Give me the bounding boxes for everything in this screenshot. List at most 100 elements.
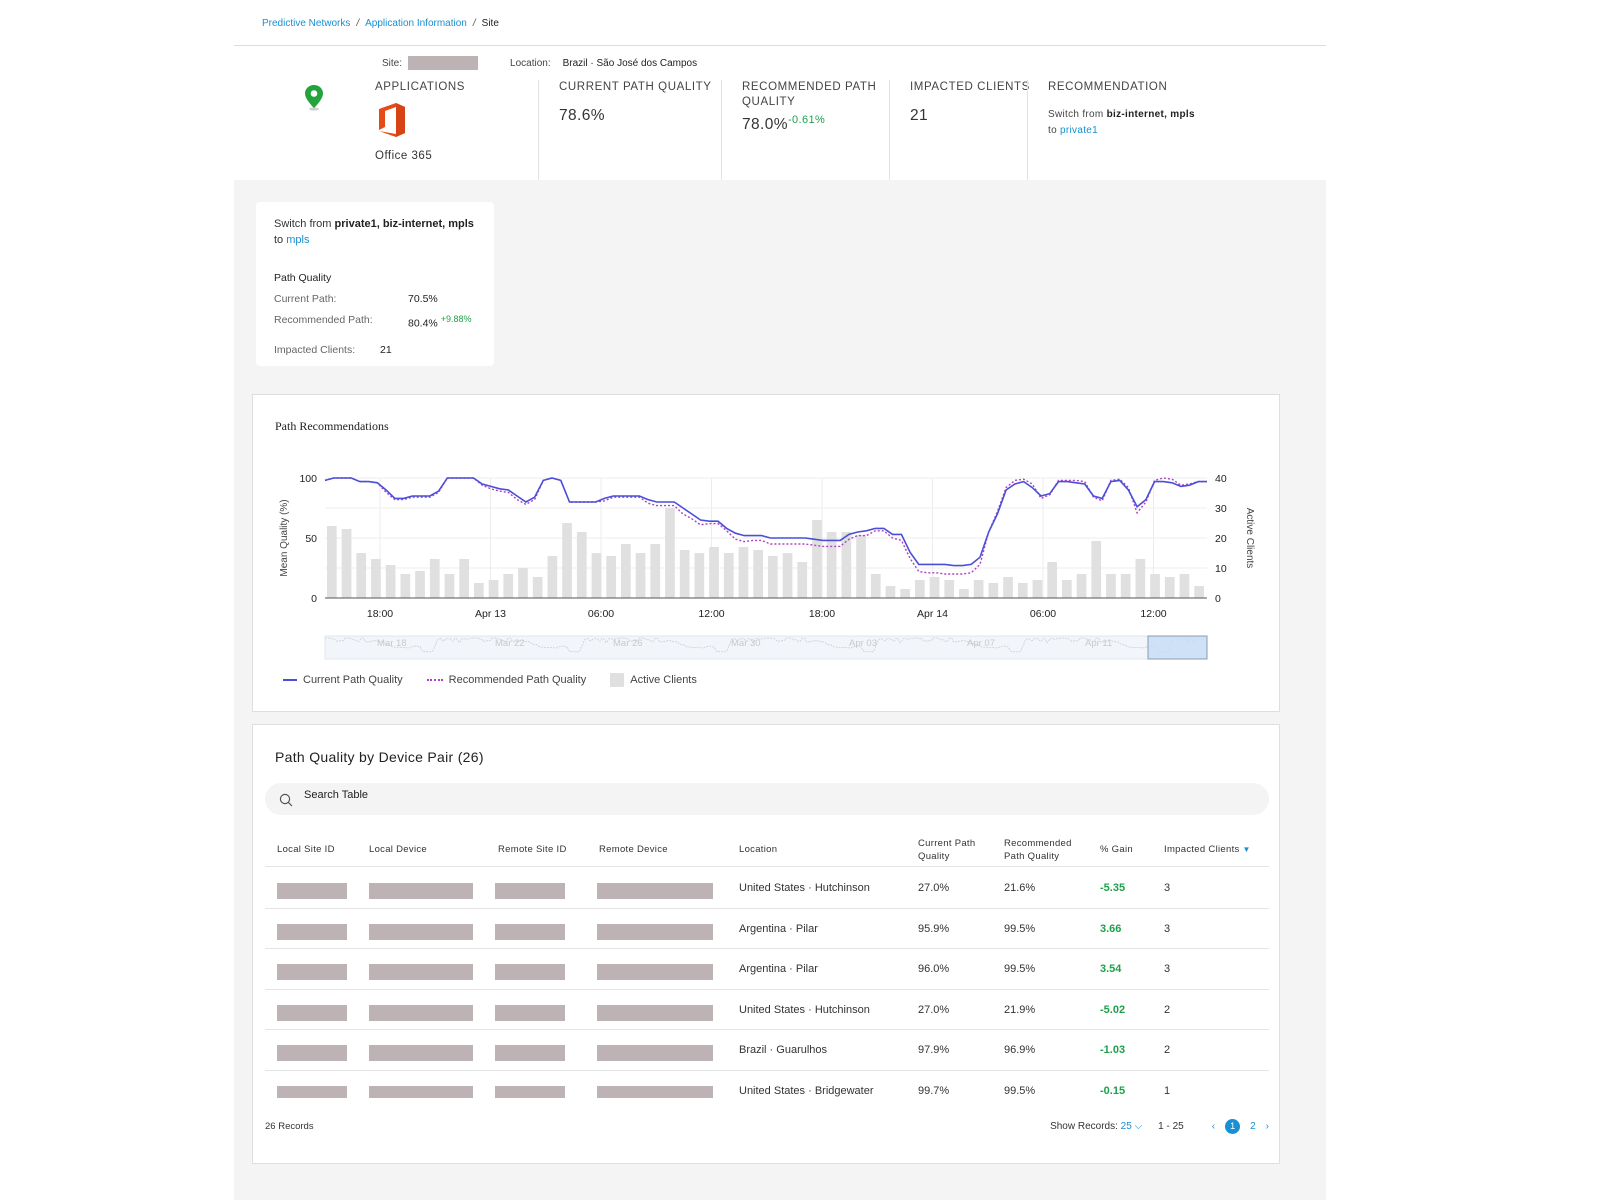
chevron-left-icon[interactable]: ‹: [1211, 1121, 1216, 1132]
active-clients-bar: [503, 574, 514, 598]
recommendation-to-link[interactable]: private1: [1060, 125, 1099, 136]
path-quality-table-panel: Path Quality by Device Pair (26) Search …: [252, 724, 1280, 1164]
table-row[interactable]: United States · Bridgewater 99.7% 99.5% -0.…: [265, 1071, 1269, 1098]
legend-label-clients: Active Clients: [630, 674, 697, 686]
col-impacted-clients[interactable]: Impacted Clients ▼: [1164, 843, 1251, 856]
active-clients-bar: [327, 526, 337, 598]
cell-location: United States · Hutchinson: [739, 882, 870, 894]
breadcrumb-predictive-networks[interactable]: Predictive Networks: [262, 18, 351, 29]
col-local-site-id[interactable]: Local Site ID: [277, 844, 335, 855]
local-device-redacted: [369, 964, 473, 980]
y2-tick-label: 10: [1215, 563, 1227, 575]
x-tick-label: 12:00: [698, 608, 724, 620]
x-tick-label: 18:00: [809, 608, 835, 620]
site-line: Site: Location: Brazil · São José dos Ca…: [382, 56, 697, 70]
show-records-control[interactable]: Show Records: 25 ⌵: [1050, 1121, 1142, 1132]
active-clients-bar: [1106, 574, 1116, 598]
switch-card-heading: Switch from private1, biz-internet, mpls…: [274, 216, 476, 248]
active-clients-bar: [679, 550, 690, 598]
header-divider: [234, 45, 1326, 46]
applications-metric: APPLICATIONS Office 365: [375, 80, 465, 162]
chevron-right-icon[interactable]: ›: [1265, 1121, 1269, 1132]
recommended-path-quality-row: 78.0%-0.61%: [742, 114, 882, 134]
switch-card-recommended-value: 80.4%: [408, 317, 438, 330]
table-row[interactable]: United States · Hutchinson 27.0% 21.9% -5.0…: [265, 990, 1269, 1030]
legend-current-path-quality[interactable]: Current Path Quality: [283, 674, 403, 686]
table-row[interactable]: Argentina · Pilar 96.0% 99.5% 3.54 3: [265, 949, 1269, 990]
switch-card-prefix: Switch from: [274, 218, 332, 230]
active-clients-bar: [973, 580, 984, 598]
active-clients-bar: [635, 553, 646, 598]
active-clients-bar: [621, 544, 631, 598]
breadcrumb-current: Site: [481, 18, 499, 29]
metric-divider: [1027, 80, 1028, 180]
remote-site-id-redacted: [495, 1004, 565, 1021]
location-label: Location:: [510, 57, 551, 69]
switch-card-to-link[interactable]: mpls: [286, 234, 310, 246]
switch-card-impacted-value: 21: [380, 343, 392, 356]
active-clients-bar: [988, 583, 999, 598]
local-device-redacted: [369, 1085, 473, 1098]
table-title: Path Quality by Device Pair (26): [275, 749, 484, 765]
table-header: Local Site ID Local Device Remote Site I…: [265, 829, 1269, 867]
active-clients-bar: [665, 508, 675, 598]
switch-card-path-quality-title: Path Quality: [274, 272, 332, 284]
active-clients-bar: [929, 577, 940, 598]
chart-legend: Current Path Quality Recommended Path Qu…: [283, 673, 697, 687]
legend-recommended-path-quality[interactable]: Recommended Path Quality: [426, 674, 586, 686]
cell-gain: -1.03: [1100, 1044, 1126, 1056]
col-recommended-path-quality[interactable]: Recommended Path Quality: [1004, 838, 1072, 862]
metric-divider: [538, 80, 539, 180]
active-clients-bar: [518, 568, 528, 598]
col-current-path-quality[interactable]: Current Path Quality: [918, 838, 976, 862]
recommendation-metric: RECOMMENDATION Switch from biz-internet,…: [1048, 80, 1228, 139]
show-records-value: 25: [1120, 1121, 1132, 1132]
table-row[interactable]: Argentina · Pilar 95.9% 99.5% 3.66 3: [265, 909, 1269, 949]
legend-swatch-recommended: [426, 679, 443, 681]
search-table-field[interactable]: Search Table: [265, 783, 1269, 815]
col-remote-site-id[interactable]: Remote Site ID: [498, 844, 567, 855]
show-records-label: Show Records:: [1050, 1121, 1118, 1132]
remote-site-id-redacted: [495, 1045, 565, 1061]
remote-device-redacted: [597, 883, 713, 899]
active-clients-bar: [562, 523, 572, 598]
switch-card-from: private1, biz-internet, mpls: [334, 218, 474, 230]
active-clients-bar: [459, 559, 469, 598]
col-remote-device[interactable]: Remote Device: [599, 844, 668, 855]
y2-tick-label: 40: [1215, 473, 1227, 485]
active-clients-bar: [1135, 559, 1146, 598]
page-2-button[interactable]: 2: [1250, 1121, 1256, 1132]
recommendation-to-word: to: [1048, 125, 1057, 136]
switch-card-recommended-row: Recommended Path: 80.4% +9.88%: [274, 314, 476, 330]
breadcrumb-application-information[interactable]: Application Information: [365, 18, 467, 29]
site-summary-header: Site: Location: Brazil · São José dos Ca…: [234, 46, 1326, 180]
recommended-path-quality-line: [324, 477, 1207, 575]
remote-site-id-redacted: [495, 883, 565, 899]
search-placeholder: Search Table: [304, 789, 369, 801]
col-location[interactable]: Location: [739, 844, 778, 855]
cell-impacted-clients: 3: [1164, 922, 1171, 935]
navigator-label: Apr 03: [849, 638, 877, 649]
active-clients-bar: [738, 547, 749, 598]
y-tick-label: 50: [305, 533, 317, 545]
x-tick-label: 06:00: [588, 608, 614, 620]
x-tick-label: 06:00: [1030, 608, 1056, 620]
records-range: 1 - 25: [1158, 1121, 1184, 1132]
legend-active-clients[interactable]: Active Clients: [610, 673, 697, 687]
active-clients-bar: [1003, 577, 1013, 598]
col-local-device[interactable]: Local Device: [369, 844, 427, 855]
active-clients-bar: [474, 583, 484, 598]
cell-current-path-quality: 95.9%: [918, 922, 950, 935]
table-row[interactable]: Brazil · Guarulhos 97.9% 96.9% -1.03 2: [265, 1030, 1269, 1071]
switch-card-recommended-value-wrap: 80.4% +9.88%: [408, 314, 472, 330]
page-1-button[interactable]: 1: [1225, 1119, 1241, 1134]
content-area: Switch from private1, biz-internet, mpls…: [234, 180, 1326, 1200]
table-row[interactable]: United States · Hutchinson 27.0% 21.6% -5.3…: [265, 868, 1269, 909]
cell-impacted-clients: 3: [1164, 882, 1171, 894]
active-clients-bar: [371, 559, 381, 598]
active-clients-bar: [532, 577, 543, 598]
y-tick-label: 100: [299, 473, 317, 485]
cell-gain: 3.54: [1100, 963, 1122, 975]
col-gain[interactable]: % Gain: [1100, 844, 1133, 855]
chart-title: Path Recommendations: [275, 419, 389, 433]
